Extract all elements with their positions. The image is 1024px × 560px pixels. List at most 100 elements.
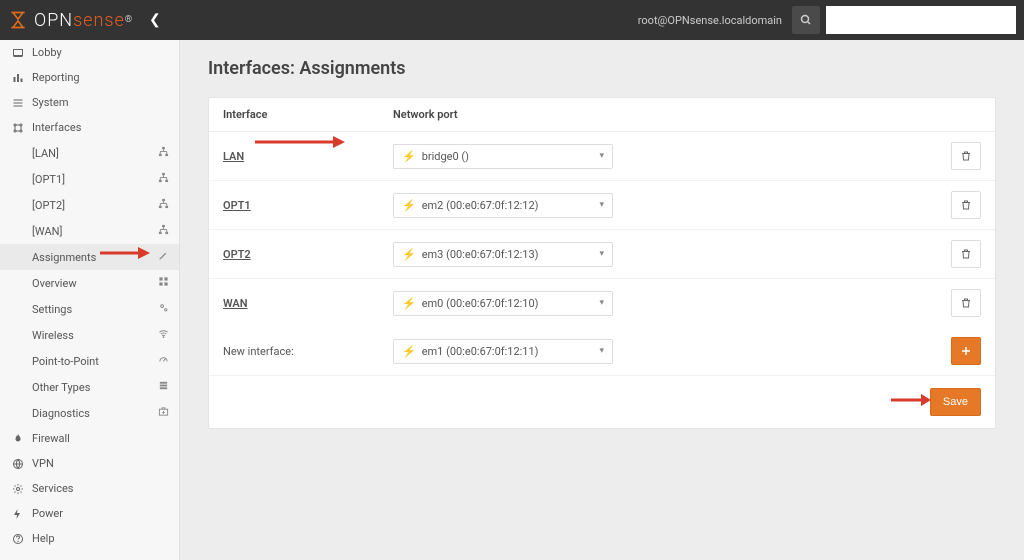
sidebar-sub-item[interactable]: [OPT2] — [0, 192, 179, 218]
chevron-down-icon: ▾ — [599, 249, 604, 259]
plug-icon: ⚡ — [402, 199, 416, 212]
sidebar-sub-item[interactable]: Wireless — [0, 322, 179, 348]
save-button[interactable]: Save — [930, 388, 981, 416]
nav-icon — [10, 508, 26, 520]
user-label: root@OPNsense.localdomain — [638, 14, 782, 27]
sidebar-sub-item[interactable]: Other Types — [0, 374, 179, 400]
sidebar-item-label: [OPT1] — [32, 173, 65, 186]
new-interface-port-select[interactable]: ⚡ em1 (00:e0:67:0f:12:11) ▾ — [393, 339, 613, 364]
sidebar-sub-item[interactable]: Point-to-Point — [0, 348, 179, 374]
sidebar-item[interactable]: Services — [0, 476, 179, 501]
sidebar-item-label: Firewall — [32, 432, 70, 445]
main-content: Interfaces: Assignments Interface Networ… — [180, 40, 1024, 560]
sidebar-item-label: [OPT2] — [32, 199, 65, 212]
sitemap-icon — [158, 146, 169, 160]
sidebar-item[interactable]: Firewall — [0, 426, 179, 451]
plug-icon: ⚡ — [402, 345, 416, 358]
port-value: em2 (00:e0:67:0f:12:12) — [422, 199, 539, 212]
sidebar-item-label: VPN — [32, 457, 54, 470]
sidebar-item-label: [WAN] — [32, 225, 62, 238]
annotation-arrow-icon — [100, 246, 150, 260]
meter-icon — [158, 354, 169, 368]
assignments-panel: Interface Network port LAN⚡bridge0 ()▾OP… — [208, 97, 996, 429]
medkit-icon — [158, 406, 169, 420]
nav-icon — [10, 433, 26, 445]
sidebar-item[interactable]: Help — [0, 526, 179, 551]
cogs-icon — [158, 302, 169, 316]
delete-interface-button[interactable] — [951, 142, 981, 170]
sidebar-item[interactable]: Interfaces — [0, 115, 179, 140]
sidebar-sub-item[interactable]: Settings — [0, 296, 179, 322]
sidebar-item[interactable]: Power — [0, 501, 179, 526]
sitemap-icon — [158, 224, 169, 238]
nav-icon — [10, 97, 26, 109]
nav-icon — [10, 47, 26, 59]
nav-icon — [10, 458, 26, 470]
sidebar-item-label: Help — [32, 532, 55, 545]
interface-link[interactable]: WAN — [223, 297, 248, 310]
sidebar-sub-item[interactable]: Diagnostics — [0, 400, 179, 426]
sidebar: Lobby Reporting System Interfaces [LAN] [OPT1… — [0, 40, 180, 560]
page-title: Interfaces: Assignments — [208, 58, 996, 79]
sidebar-item[interactable]: System — [0, 90, 179, 115]
col-header-interface: Interface — [209, 98, 379, 132]
chevron-down-icon: ▾ — [599, 346, 604, 356]
annotation-arrow-icon — [255, 134, 345, 150]
sidebar-item-label: Settings — [32, 303, 72, 316]
new-interface-row: New interface: ⚡ em1 (00:e0:67:0f:12:11) … — [209, 327, 995, 376]
sidebar-sub-item[interactable]: [LAN] — [0, 140, 179, 166]
network-port-select[interactable]: ⚡em0 (00:e0:67:0f:12:10)▾ — [393, 291, 613, 316]
delete-interface-button[interactable] — [951, 191, 981, 219]
sidebar-sub-item[interactable]: [WAN] — [0, 218, 179, 244]
sidebar-sub-item[interactable]: Assignments — [0, 244, 179, 270]
pencil-icon — [158, 250, 169, 264]
nav-icon — [10, 533, 26, 545]
nav-icon — [10, 72, 26, 84]
logo-icon — [8, 10, 28, 30]
wifi-icon — [158, 328, 169, 342]
delete-interface-button[interactable] — [951, 240, 981, 268]
grid-icon — [158, 276, 169, 290]
sidebar-item-label: Services — [32, 482, 73, 495]
new-port-value: em1 (00:e0:67:0f:12:11) — [422, 345, 539, 358]
sidebar-item-label: Lobby — [32, 46, 62, 59]
sidebar-item-label: Assignments — [32, 251, 96, 264]
sidebar-item[interactable]: Reporting — [0, 65, 179, 90]
plug-icon: ⚡ — [402, 248, 416, 261]
search-input[interactable] — [826, 6, 1016, 34]
sitemap-icon — [158, 172, 169, 186]
interface-link[interactable]: LAN — [223, 150, 244, 163]
sidebar-item-label: Wireless — [32, 329, 74, 342]
new-interface-label: New interface: — [209, 327, 379, 376]
search-button[interactable] — [792, 6, 820, 34]
sidebar-sub-item[interactable]: Overview — [0, 270, 179, 296]
brand-text-right: sense — [73, 10, 125, 31]
plug-icon: ⚡ — [402, 297, 416, 310]
chevron-down-icon: ▾ — [599, 200, 604, 210]
network-port-select[interactable]: ⚡ em3 (00:e0:67:0f:12:13) ▾ — [393, 242, 613, 267]
interface-link[interactable]: OPT1 — [223, 199, 251, 212]
sidebar-item-label: Point-to-Point — [32, 355, 99, 368]
interface-row: WAN ⚡em0 (00:e0:67:0f:12:10)▾ — [209, 279, 995, 328]
chevron-down-icon: ▾ — [599, 151, 604, 161]
delete-interface-button[interactable] — [951, 289, 981, 317]
network-port-select[interactable]: ⚡bridge0 ()▾ — [393, 144, 613, 169]
sidebar-item-label: Other Types — [32, 381, 90, 394]
add-interface-button[interactable] — [951, 337, 981, 365]
sidebar-item[interactable]: VPN — [0, 451, 179, 476]
interface-row: OPT2 ⚡ em3 (00:e0:67:0f:12:13) ▾ — [209, 230, 995, 279]
sidebar-item-label: [LAN] — [32, 147, 59, 160]
network-port-select[interactable]: ⚡ em2 (00:e0:67:0f:12:12) ▾ — [393, 193, 613, 218]
interface-link[interactable]: OPT2 — [223, 248, 251, 261]
sidebar-item-label: System — [32, 96, 69, 109]
brand-reg: ® — [125, 15, 133, 25]
sidebar-sub-item[interactable]: [OPT1] — [0, 166, 179, 192]
sidebar-item[interactable]: Lobby — [0, 40, 179, 65]
port-value: em3 (00:e0:67:0f:12:13) — [422, 248, 539, 261]
brand-logo[interactable]: OPNsense® — [8, 10, 133, 31]
sidebar-item-label: Overview — [32, 277, 77, 290]
sidebar-item-label: Diagnostics — [32, 407, 90, 420]
collapse-sidebar-button[interactable]: ❮ — [149, 12, 161, 28]
interface-row: LAN ⚡bridge0 ()▾ — [209, 132, 995, 181]
sidebar-item-label: Interfaces — [32, 121, 81, 134]
